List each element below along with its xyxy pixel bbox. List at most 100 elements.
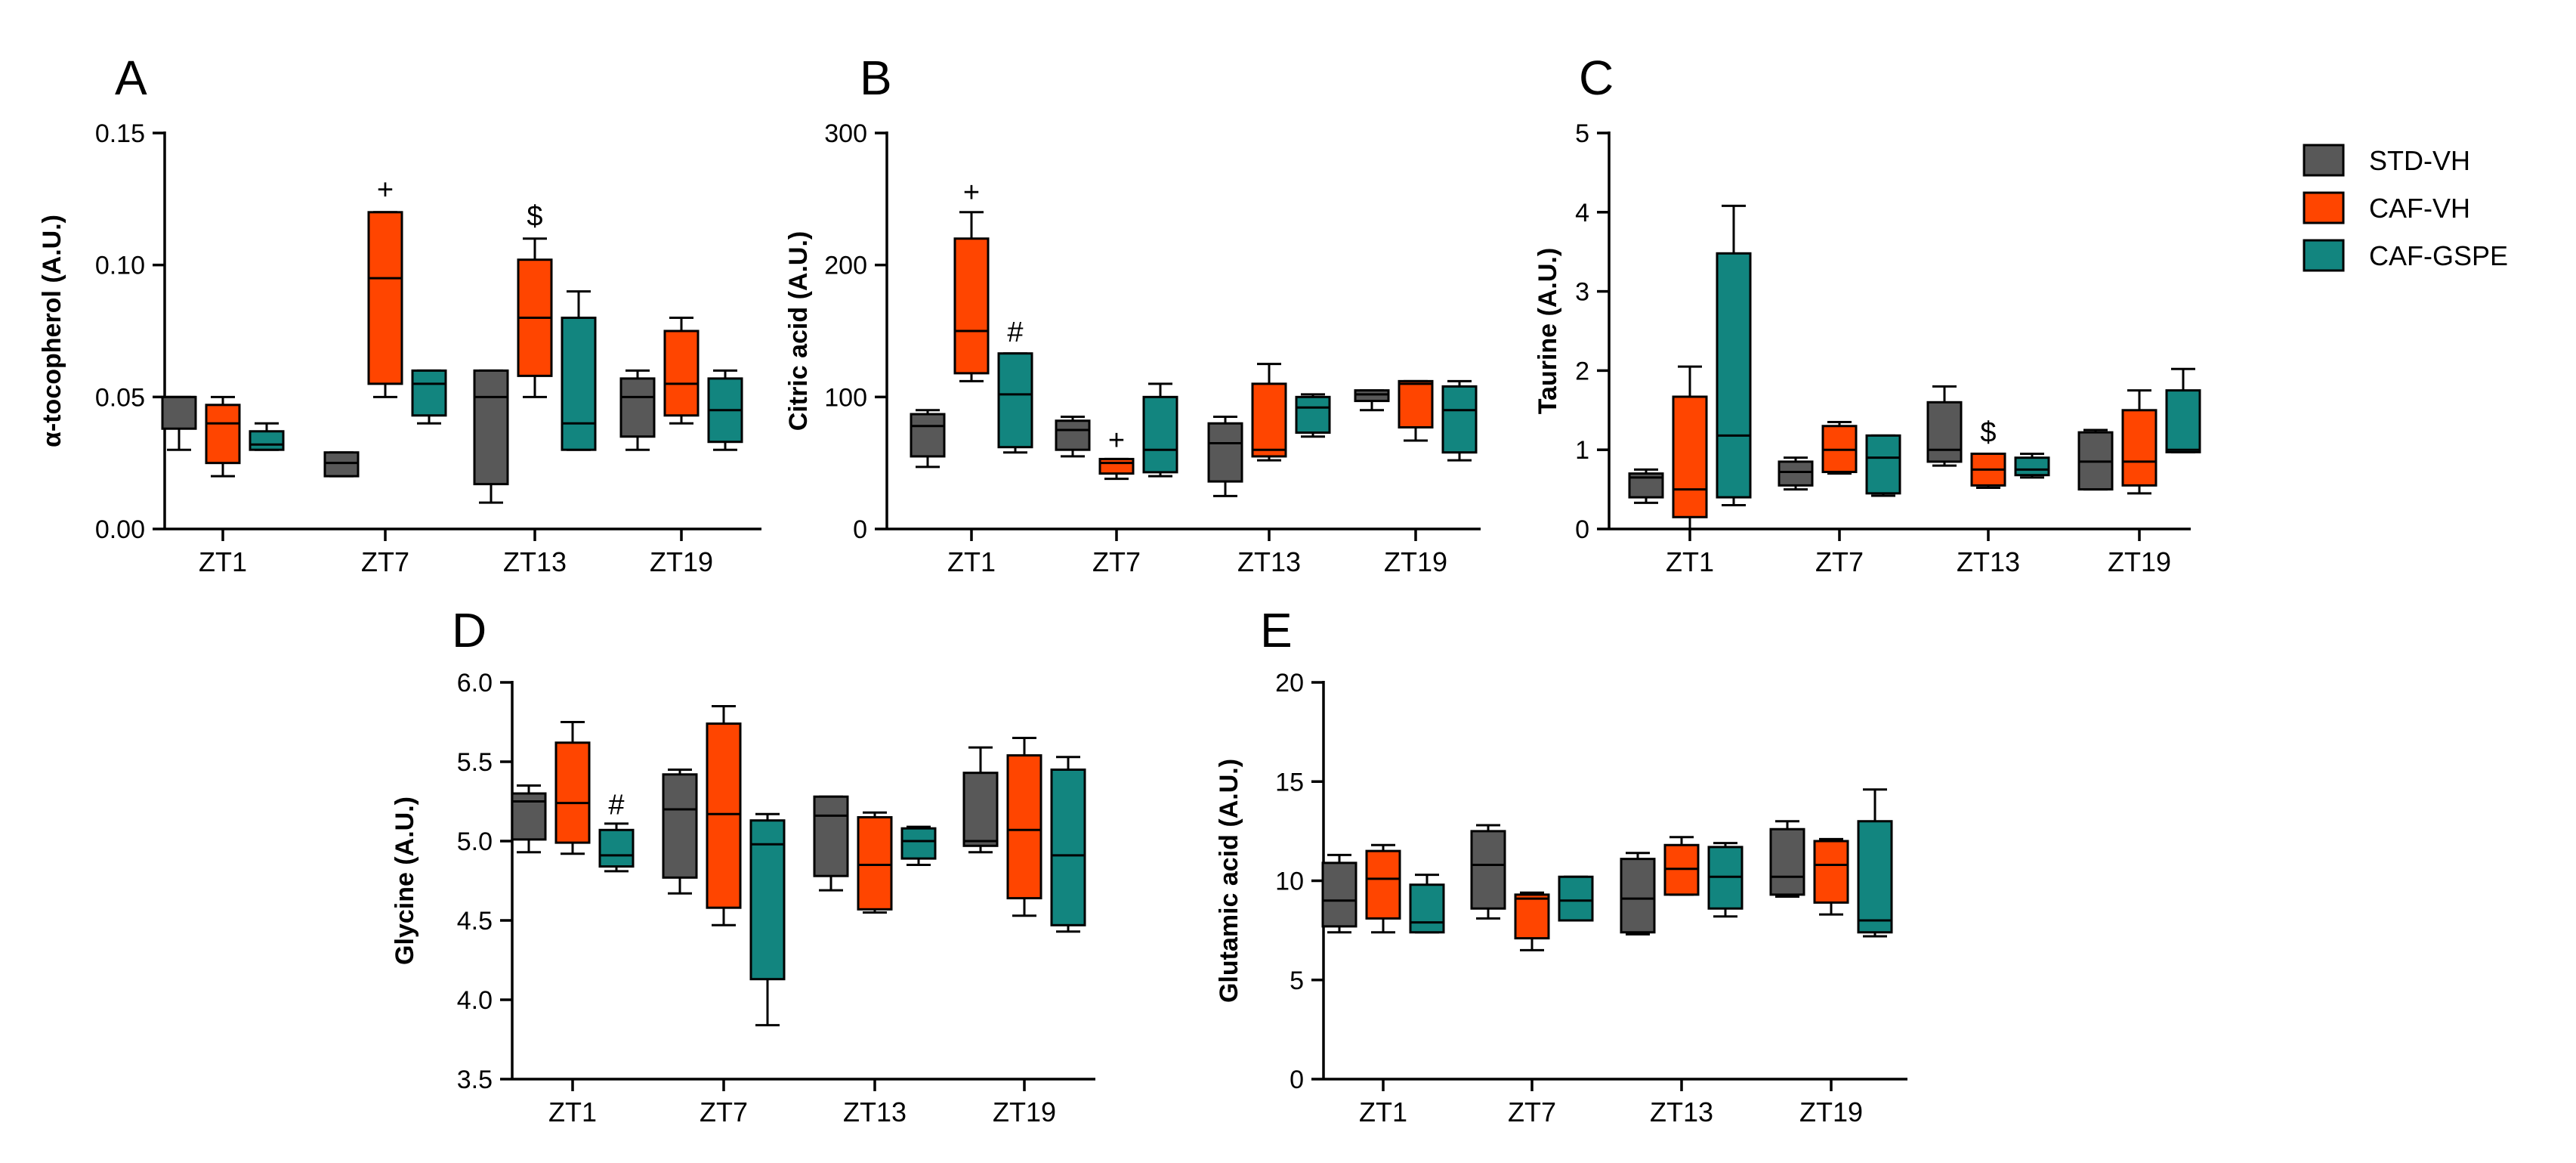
box-b-zt1-caf-vh [953,211,990,382]
box-iqr [1398,379,1434,429]
box-iqr [749,819,786,981]
box-a-zt1-caf-vh [205,395,241,478]
box-a-zt1-std-vh [161,395,197,451]
x-tick-label-c-zt13: ZT13 [1957,546,2020,577]
box-e-zt13-caf-gspe [1707,842,1744,918]
box-iqr [1857,820,1893,934]
box-d-zt1-caf-gspe [598,822,635,873]
x-tick-label-d-zt1: ZT1 [548,1096,597,1127]
y-tick-label-d: 4.0 [457,986,493,1015]
box-d-zt13-std-vh [813,795,849,892]
box-b-zt7-caf-gspe [1142,382,1178,478]
box-a-zt13-std-vh [473,369,509,504]
panels: Aα-tocopherol (A.U.) 0.00 0.05 0.10 0.15 ZT1 Z… [38,51,2201,1127]
x-tick-label-a-zt19: ZT19 [650,546,713,577]
box-iqr [367,211,403,385]
y-tick-label-e: 0 [1290,1066,1304,1094]
box-iqr [1321,861,1357,928]
box-c-zt1-caf-gspe [1716,204,1752,507]
box-d-zt7-std-vh [662,769,698,895]
box-iqr [1409,883,1445,934]
box-d-zt13-caf-vh [857,811,893,914]
box-c-zt13-caf-vh [1970,452,2006,490]
box-iqr [2165,389,2201,453]
panel-letter-a: A [115,51,147,105]
x-tick-label-d-zt7: ZT7 [700,1096,748,1127]
box-c-zt7-std-vh [1778,456,1814,491]
panel-c: C Taurine (A.U.) 0 1 2 3 4 5 ZT1 ZT7 ZT13 ZT19 $ [1534,51,2201,577]
box-d-zt1-caf-vh [554,721,591,855]
box-c-zt13-caf-gspe [2014,452,2050,479]
box-iqr [1813,840,1849,904]
y-tick-label-b: 0 [853,515,867,544]
box-a-zt19-caf-vh [663,317,700,425]
box-iqr [1365,849,1401,920]
y-tick-label-e: 5 [1290,967,1304,995]
box-b-zt13-caf-vh [1251,363,1287,462]
box-d-zt7-caf-gspe [749,812,786,1027]
y-tick-label-d: 5.0 [457,827,493,856]
box-a-zt7-caf-gspe [411,369,447,425]
y-tick-label-a: 0.10 [95,252,145,280]
box-iqr [857,816,893,911]
y-tick-label-c: 1 [1575,436,1589,465]
legend-swatch-caf-gspe [2303,239,2345,272]
panel-d: D Glycine (A.U.) 3.5 4.0 4.5 5.0 5.5 6.0 ZT1 ZT7 Z… [391,603,1095,1127]
box-e-zt7-caf-vh [1514,891,1550,951]
panel-letter-e: E [1260,603,1293,657]
box-iqr [953,237,990,375]
box-iqr [962,772,999,847]
significance-mark-b: # [1007,317,1023,348]
box-iqr [1558,875,1594,922]
panel-b: B Citric acid (A.U.) 0 100 200 300 ZT1 ZT7 ZT13 Z… [784,51,1481,577]
box-iqr [1142,395,1178,474]
box-a-zt19-std-vh [619,369,656,451]
box-iqr [663,329,700,417]
y-axis-label-e: Glutamic acid (A.U.) [1215,759,1243,1003]
box-a-zt13-caf-vh [517,237,553,398]
x-tick-label-e-zt13: ZT13 [1650,1096,1713,1127]
box-iqr [1050,769,1086,926]
y-tick-label-b: 200 [824,252,867,280]
box-a-zt7-caf-vh [367,211,403,398]
legend-label-caf-vh: CAF-VH [2369,193,2470,224]
y-tick-label-e: 10 [1275,868,1304,896]
panel-letter-c: C [1579,51,1614,105]
significance-mark-b: + [1108,425,1125,456]
box-iqr [411,369,447,417]
x-tick-label-c-zt19: ZT19 [2108,546,2171,577]
x-tick-label-d-zt13: ZT13 [843,1096,907,1127]
y-tick-label-c: 0 [1575,515,1589,544]
legend-item-caf-vh: CAF-VH [2303,191,2470,224]
box-iqr [1620,858,1656,934]
box-iqr [1251,382,1287,458]
significance-mark-a: $ [527,200,542,232]
box-iqr [554,741,591,844]
significance-mark-b: + [963,177,980,209]
y-tick-label-c: 5 [1575,119,1589,148]
x-tick-label-e-zt7: ZT7 [1508,1096,1556,1127]
box-iqr [1778,460,1814,487]
box-c-zt1-caf-vh [1672,365,1708,530]
box-iqr [1470,830,1506,910]
x-tick-label-c-zt7: ZT7 [1815,546,1864,577]
y-tick-label-d: 5.5 [457,748,493,777]
box-iqr [561,317,597,451]
significance-mark-a: + [377,174,394,206]
box-c-zt13-std-vh [1926,385,1963,467]
box-e-zt1-std-vh [1321,853,1357,934]
box-e-zt1-caf-vh [1365,843,1401,934]
significance-mark-c: $ [1980,417,1996,449]
box-e-zt19-caf-vh [1813,837,1849,916]
box-b-zt19-caf-gspe [1441,379,1478,462]
y-tick-label-c: 3 [1575,278,1589,307]
box-iqr [997,352,1033,449]
box-b-zt1-caf-gspe [997,352,1033,454]
box-e-zt13-caf-vh [1663,836,1700,896]
box-d-zt1-std-vh [511,784,547,854]
box-e-zt19-std-vh [1769,820,1805,898]
box-a-zt19-caf-gspe [707,369,743,451]
box-c-zt7-caf-vh [1821,421,1858,475]
box-iqr [1865,434,1901,495]
box-d-zt13-caf-gspe [900,825,937,866]
